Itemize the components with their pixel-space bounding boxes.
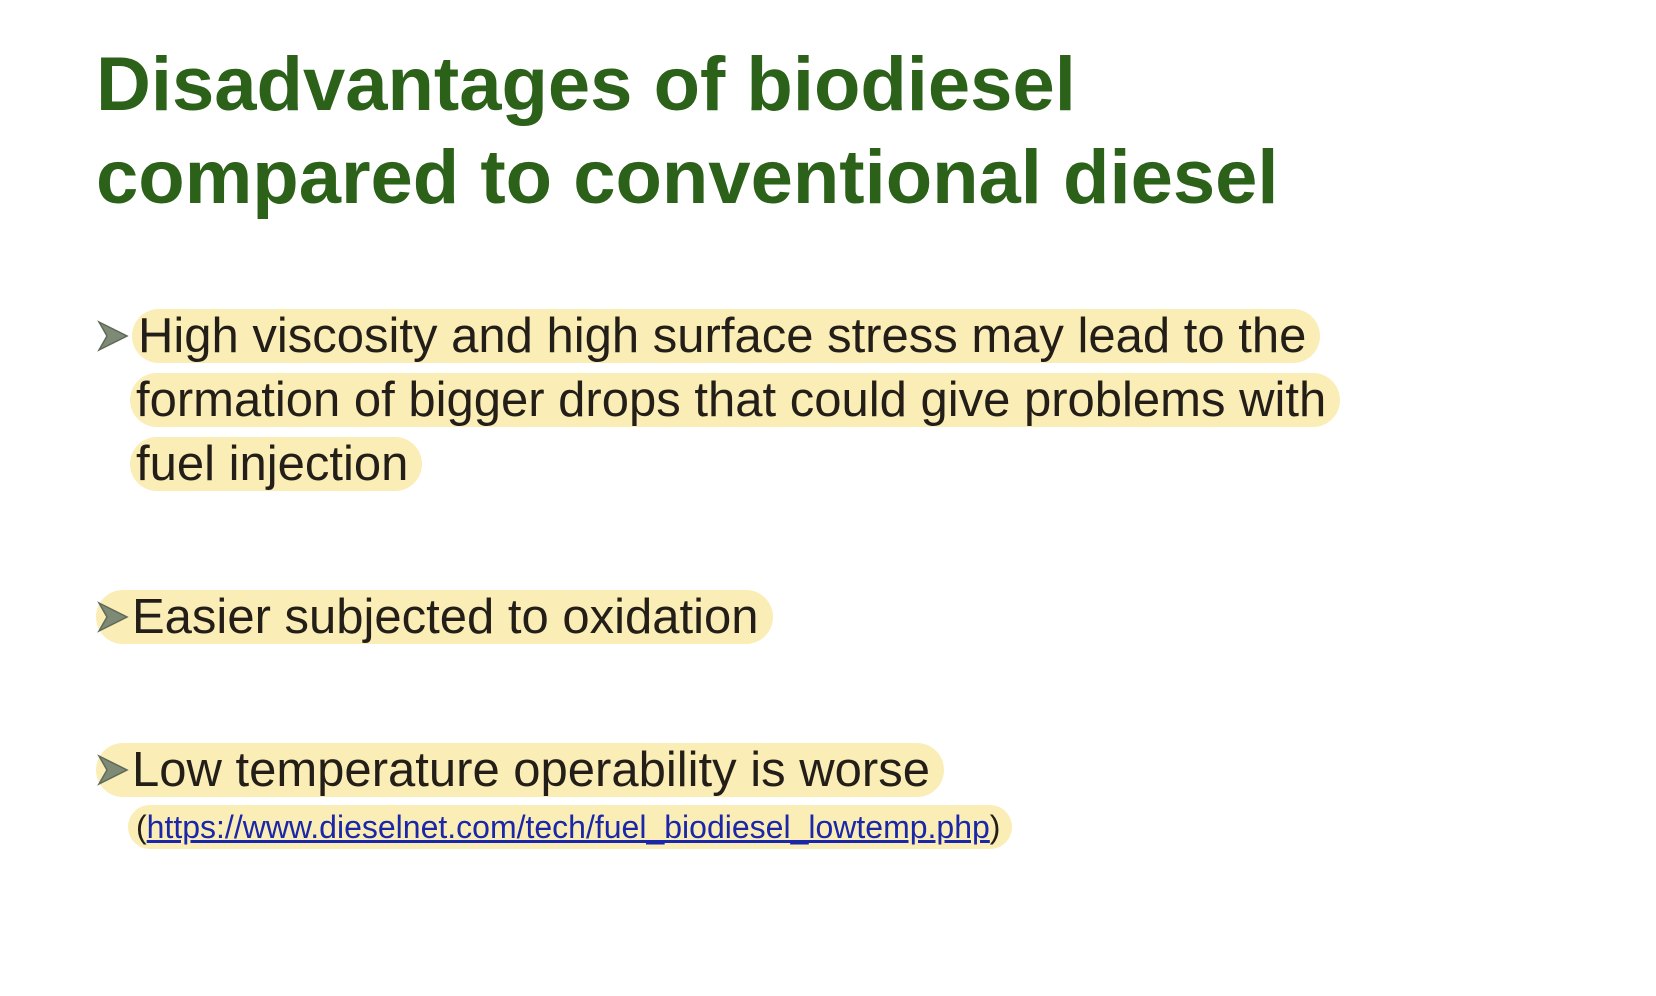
bullet-text-line: formation of bigger drops that could giv… xyxy=(130,373,1341,427)
bullet-text-line: fuel injection xyxy=(130,437,423,491)
bullet-text: Easier subjected to oxidation xyxy=(132,590,759,644)
arrow-bullet-icon xyxy=(96,312,132,352)
bullet-item-low-temperature: Low temperature operability is worse xyxy=(96,738,944,802)
bullet-item-oxidation: Easier subjected to oxidation xyxy=(96,585,773,649)
reference-link[interactable]: https://www.dieselnet.com/tech/fuel_biod… xyxy=(146,809,990,845)
bullet-text-line: High viscosity and high surface stress m… xyxy=(132,309,1321,363)
title-line-2: compared to conventional diesel xyxy=(96,135,1279,220)
slide-title: Disadvantages of biodiesel compared to c… xyxy=(96,38,1279,224)
bullet-text: Low temperature operability is worse xyxy=(132,743,930,797)
bullet-item-viscosity: High viscosity and high surface stress m… xyxy=(96,304,1476,496)
arrow-bullet-icon xyxy=(96,593,132,633)
reference-close-paren: ) xyxy=(989,809,1001,845)
title-line-1: Disadvantages of biodiesel xyxy=(96,42,1076,127)
reference-open-paren: ( xyxy=(136,809,147,845)
arrow-bullet-icon xyxy=(96,746,132,786)
reference-citation: (https://www.dieselnet.com/tech/fuel_bio… xyxy=(128,805,1013,849)
